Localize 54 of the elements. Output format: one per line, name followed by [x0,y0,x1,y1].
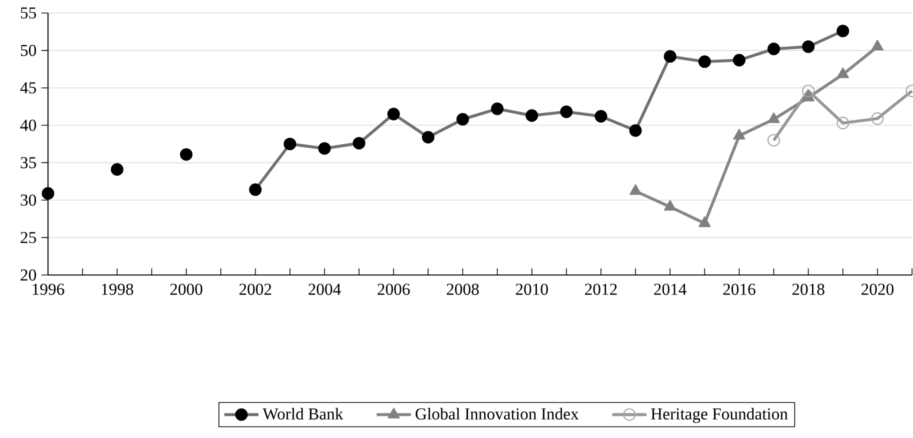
point [249,183,262,196]
y-tick-label: 20 [20,269,36,281]
y-tick-label: 55 [20,7,36,19]
point [318,142,331,155]
x-tick-label: 2012 [585,284,617,295]
point [698,55,711,68]
point [629,184,642,195]
y-tick-label: 50 [20,44,36,56]
point [664,200,676,211]
point [284,138,296,150]
point [110,163,124,176]
x-tick-label: 1998 [102,284,134,295]
point [836,24,850,38]
point [456,113,469,126]
point [767,134,780,147]
point [491,102,504,116]
y-tick-label: 35 [20,157,36,168]
x-tick-label: 2016 [723,284,756,295]
x-tick-label: 2018 [792,284,824,295]
legend-label: Global Innovation Index [416,408,579,420]
point [768,112,780,124]
x-tick-label: 2014 [654,284,686,295]
y-tick-label: 30 [20,194,36,206]
x-tick-label: 2002 [239,284,272,295]
x-tick-label: 2020 [862,284,894,295]
x-tick-label: 2000 [170,284,202,295]
x-tick-label: 2008 [446,284,479,295]
point [526,109,538,122]
point [352,136,366,150]
point [802,40,815,53]
point [594,110,608,123]
point [871,112,884,125]
point [732,54,746,66]
point [180,148,193,161]
point [629,124,642,137]
point [42,187,54,200]
x-tick-label: 2010 [516,284,548,295]
y-tick-label: 45 [20,82,36,94]
y-tick-label: 40 [20,120,36,131]
point [733,128,746,140]
x-tick-label: 2006 [378,284,410,295]
x-tick-label: 2004 [308,284,341,295]
point [836,116,850,130]
legend-label: World Bank [262,408,344,420]
point [767,42,780,56]
point [802,84,815,98]
point [560,106,573,118]
point [698,216,711,228]
point [422,130,434,144]
x-tick-label: 1996 [32,284,64,295]
point [387,108,400,120]
y-tick-label: 25 [20,232,36,244]
legend-label: Heritage Foundation [651,408,788,424]
point [664,50,676,63]
